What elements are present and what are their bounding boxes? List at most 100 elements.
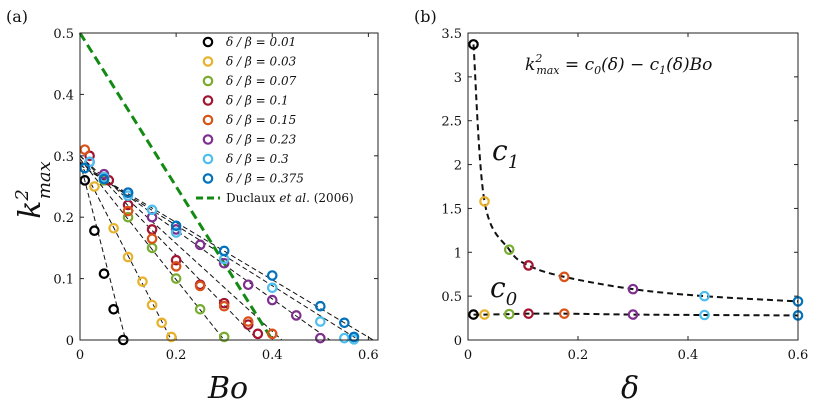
panel-a-data-point (89, 181, 100, 192)
panel-a-data-point (79, 175, 91, 186)
panel-a-xtick-label: 0.4 (262, 348, 283, 363)
legend-entry-label: δ / β = 0.375 (226, 172, 304, 186)
c0-data-point (699, 309, 710, 321)
panel-b-ytick-label: 0 (454, 334, 462, 349)
panel-a-fit-line (79, 161, 127, 341)
panel-a-data-point (98, 173, 110, 185)
c0-data-point (627, 309, 639, 320)
panel-a-legend: δ / β = 0.01 δ / β = 0.03 δ / β = 0.07 δ / … (196, 35, 354, 205)
panel-a-reference-line (78, 32, 274, 341)
panel-b-ytick-label: 2.5 (441, 115, 462, 130)
legend-marker (202, 114, 214, 126)
panel-b-xtick-label: 0 (464, 348, 472, 363)
panel-a-data-point (79, 162, 91, 174)
panel-b: (b) 0 0.2 0.4 0.6 0 0.5 1 1.5 2 2.5 3 3.5 k2 max = c… (414, 7, 808, 406)
legend-marker (202, 153, 214, 165)
panel-a-data-point (137, 276, 148, 287)
legend-entry-label: δ / β = 0.01 (226, 35, 296, 49)
panel-a-fit-line (79, 155, 283, 341)
panel-a-ytick-label: 0.3 (53, 150, 74, 165)
panel-a-data-point (89, 225, 100, 237)
panel-a-data-point (122, 205, 134, 217)
panel-a-data-point (146, 204, 158, 216)
panel-a-data-point (170, 273, 182, 284)
panel-a-ytick-label: 0.1 (53, 273, 74, 288)
legend-marker (202, 36, 214, 48)
panel-a-data-point (242, 279, 254, 291)
panel-a-data-point (266, 282, 278, 294)
panel-a-xtick-label: 0 (76, 348, 84, 363)
panel-a-data-point (194, 280, 206, 292)
panel-a-data-point (170, 261, 182, 272)
c1-data-point (479, 196, 490, 207)
c0-data-point (558, 308, 570, 319)
panel-a-data-point (122, 211, 134, 223)
panel-a-data-point (170, 220, 182, 232)
legend-marker (202, 173, 214, 184)
c1-curve (472, 44, 799, 303)
duclaux-reference-line (78, 32, 274, 341)
panel-b-ytick-label: 3.5 (441, 27, 462, 42)
panel-b-xtick-label: 0.2 (568, 348, 589, 363)
legend-entry-label: δ / β = 0.03 (226, 55, 297, 69)
legend-entry-label: δ / β = 0.07 (226, 74, 297, 88)
legend-entry-label: δ / β = 0.15 (226, 113, 296, 127)
panel-a-data-point (166, 331, 177, 343)
panel-a-data-point (266, 328, 278, 340)
panel-a-data-point (122, 187, 134, 198)
legend-entry-label: δ / β = 0.3 (226, 152, 289, 166)
panel-b-xtick-label: 0.4 (678, 348, 699, 363)
panel-a-data-point (194, 303, 206, 315)
panel-a-fit-line (79, 164, 374, 341)
panel-a-data-point (218, 257, 230, 269)
legend-reference-label: Duclaux et al. (2006) (226, 191, 354, 205)
panel-a-data-point (146, 299, 158, 311)
panel-a-data-point (108, 303, 119, 315)
c1-data-point (627, 283, 639, 295)
c0-curve (473, 312, 799, 317)
c0-data-point (503, 308, 515, 320)
panel-a-data-point (315, 332, 326, 344)
panel-b-ytick-label: 1 (454, 246, 462, 261)
panel-a: (a) 0 0.2 0.4 0.6 0 0.1 0.2 0.3 0.4 0.5 δ / β = 0… (6, 7, 379, 406)
panel-a-data-point (122, 251, 134, 263)
panel-a-data-point (218, 331, 230, 343)
panel-a-y-label: k2max (12, 161, 55, 219)
panel-b-axes-frame (467, 32, 799, 341)
c0-data-point (468, 309, 479, 320)
panel-a-axes-frame (79, 32, 379, 341)
panel-b-x-label: δ (621, 371, 639, 406)
c0-data-point (523, 308, 534, 319)
panel-b-ytick-label: 0.5 (441, 290, 462, 305)
panel-b-ytick-label: 2 (454, 159, 462, 174)
legend-entry-label: δ / β = 0.23 (226, 133, 297, 147)
panel-a-data-point (79, 144, 91, 155)
legend-marker (202, 134, 214, 145)
c1-data-point (468, 39, 479, 50)
panel-a-data-point (194, 239, 206, 251)
panel-a-data-point (315, 300, 326, 312)
c0-curve-label: c0 (490, 271, 517, 310)
panel-a-data-point (108, 222, 119, 234)
panel-b-xtick-label: 0.6 (788, 348, 809, 363)
panel-a-data-point (146, 224, 158, 235)
c1-data-point (523, 260, 534, 271)
c1-data-point (699, 290, 710, 302)
panel-a-data-point (146, 242, 158, 254)
panel-b-ytick-label: 3 (454, 71, 462, 86)
panel-a-ytick-label: 0.2 (53, 211, 74, 226)
c1-curve-label: c1 (492, 134, 519, 173)
panel-a-data-point (315, 316, 326, 327)
panel-a-ticks: 0 0.2 0.4 0.6 0 0.1 0.2 0.3 0.4 0.5 (53, 27, 378, 363)
panel-b-markers (468, 39, 804, 321)
panel-a-data-point (146, 233, 158, 244)
panel-a-data-point (339, 317, 350, 329)
panel-a-data-point (266, 294, 278, 306)
panel-a-data-point (156, 317, 168, 329)
panel-b-curves (472, 44, 799, 317)
panel-a-fit-line (79, 158, 225, 341)
panel-b-ticks: 0 0.2 0.4 0.6 0 0.5 1 1.5 2 2.5 3 3.5 (441, 27, 808, 363)
legend-marker (202, 56, 214, 67)
panel-a-fit-line (79, 155, 259, 341)
